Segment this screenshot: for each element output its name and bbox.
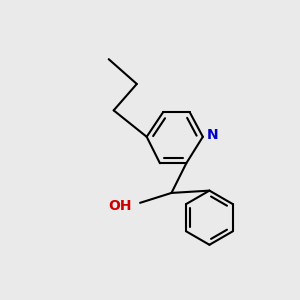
Text: N: N xyxy=(207,128,219,142)
Text: OH: OH xyxy=(109,199,132,213)
